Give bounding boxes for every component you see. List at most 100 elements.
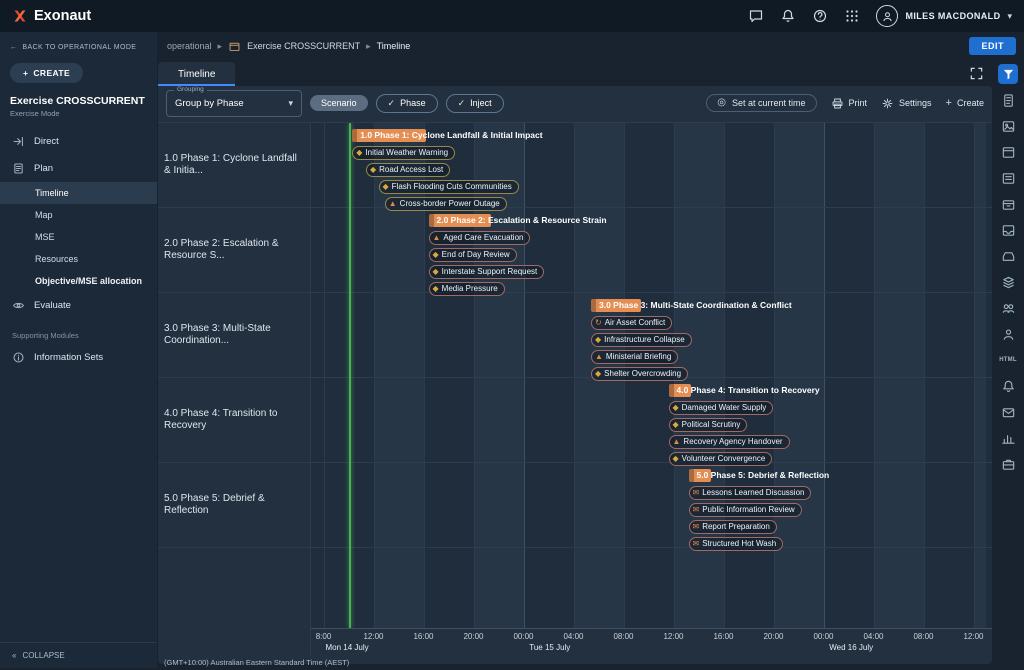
chevron-down-icon: ▾ bbox=[1007, 11, 1012, 22]
sidebar-item-objective-mse-allocation[interactable]: Objective/MSE allocation bbox=[0, 270, 157, 292]
inject-title: Shelter Overcrowding bbox=[604, 370, 681, 378]
exercise-box-icon bbox=[228, 40, 241, 53]
apps-grid-icon[interactable] bbox=[844, 8, 860, 24]
exercise-title: Exercise CROSSCURRENT bbox=[0, 85, 157, 107]
inject-chip[interactable]: ◆End of Day Review bbox=[429, 248, 517, 262]
sidebar-item-evaluate[interactable]: Evaluate bbox=[0, 292, 157, 319]
inject-chip[interactable]: ✉Lessons Learned Discussion bbox=[689, 486, 812, 500]
inject-chip[interactable]: ◆Political Scrutiny bbox=[669, 418, 748, 432]
inject-chip[interactable]: ↻Air Asset Conflict bbox=[591, 316, 672, 330]
user-menu[interactable]: MILES MACDONALD ▾ bbox=[876, 5, 1012, 27]
inject-chip[interactable]: ✉Public Information Review bbox=[689, 503, 802, 517]
breadcrumb-exercise[interactable]: Exercise CROSSCURRENT bbox=[247, 41, 360, 51]
grouping-select[interactable]: Grouping Group by Phase ▾ bbox=[166, 90, 302, 117]
sidebar-item-plan[interactable]: Plan bbox=[0, 155, 157, 182]
breadcrumb-operational[interactable]: operational bbox=[167, 41, 212, 51]
envelope-icon: ✉ bbox=[693, 540, 700, 548]
notifications-bell-icon[interactable] bbox=[780, 8, 796, 24]
inject-chip[interactable]: ▲Ministerial Briefing bbox=[591, 350, 678, 364]
sidebar-item-mse[interactable]: MSE bbox=[0, 226, 157, 248]
create-button[interactable]: + Create bbox=[946, 98, 984, 109]
sidebar-item-direct[interactable]: Direct bbox=[0, 128, 157, 155]
exercise-mode-label: Exercise Mode bbox=[0, 107, 157, 128]
inbox-icon[interactable] bbox=[998, 220, 1018, 240]
inject-label: Inject bbox=[470, 98, 492, 108]
gantt-plot[interactable]: 1.0 Phase 1: Cyclone Landfall & Initial … bbox=[311, 123, 992, 628]
card-icon[interactable] bbox=[998, 168, 1018, 188]
inject-chip[interactable]: ✉Structured Hot Wash bbox=[689, 537, 784, 551]
phase-row-label: 2.0 Phase 2: Escalation & Resource S... bbox=[158, 208, 310, 293]
inject-chip[interactable]: ◆Flash Flooding Cuts Communities bbox=[379, 180, 519, 194]
inject-chip[interactable]: ▲Cross-border Power Outage bbox=[385, 197, 507, 211]
phase-bar-handle bbox=[591, 299, 596, 312]
diamond-icon: ◆ bbox=[356, 149, 362, 157]
image-icon[interactable] bbox=[998, 116, 1018, 136]
sidebar-create-button[interactable]: + CREATE bbox=[10, 63, 83, 83]
sidebar: ← BACK TO OPERATIONAL MODE + CREATE Exer… bbox=[0, 32, 157, 668]
grid-line bbox=[924, 123, 925, 628]
phase-bar-handle bbox=[689, 469, 694, 482]
frame-icon[interactable] bbox=[998, 142, 1018, 162]
html-icon[interactable]: HTML bbox=[998, 350, 1018, 370]
bell-icon[interactable] bbox=[998, 376, 1018, 396]
inject-chip[interactable]: ▲Aged Care Evacuation bbox=[429, 231, 531, 245]
phase-label: Phase bbox=[400, 98, 426, 108]
chat-icon[interactable] bbox=[748, 8, 764, 24]
inject-chip[interactable]: ◆Damaged Water Supply bbox=[669, 401, 774, 415]
inject-title: Recovery Agency Handover bbox=[683, 438, 782, 446]
help-icon[interactable] bbox=[812, 8, 828, 24]
grid-line bbox=[774, 123, 775, 628]
chart-icon[interactable] bbox=[998, 428, 1018, 448]
sidebar-collapse-button[interactable]: « COLLAPSE bbox=[0, 642, 157, 668]
set-at-current-time-button[interactable]: ◎ Set at current time bbox=[706, 94, 816, 112]
inject-chip[interactable]: ◆Interstate Support Request bbox=[429, 265, 545, 279]
phase-bar-handle bbox=[429, 214, 434, 227]
inject-chip[interactable]: ✉Report Preparation bbox=[689, 520, 777, 534]
inject-title: Political Scrutiny bbox=[682, 421, 741, 429]
phase-row-labels: 1.0 Phase 1: Cyclone Landfall & Initia..… bbox=[158, 123, 311, 655]
inject-title: Interstate Support Request bbox=[442, 268, 538, 276]
edit-button[interactable]: EDIT bbox=[969, 37, 1016, 55]
filter-icon[interactable] bbox=[998, 64, 1018, 84]
inject-chip[interactable]: ◆Infrastructure Collapse bbox=[591, 333, 692, 347]
inject-chip[interactable]: ◆Initial Weather Warning bbox=[352, 146, 455, 160]
settings-button[interactable]: Settings bbox=[881, 97, 932, 110]
inject-chip[interactable]: ◆Road Access Lost bbox=[366, 163, 450, 177]
tray-icon[interactable] bbox=[998, 246, 1018, 266]
sidebar-item-map[interactable]: Map bbox=[0, 204, 157, 226]
phase-filter-chip[interactable]: ✓ Phase bbox=[376, 94, 438, 113]
fit-to-screen-icon[interactable] bbox=[969, 66, 984, 81]
group-icon[interactable] bbox=[998, 324, 1018, 344]
scenario-filter-chip[interactable]: Scenario bbox=[310, 95, 368, 111]
inject-chip[interactable]: ◆Shelter Overcrowding bbox=[591, 367, 688, 381]
stack-icon[interactable] bbox=[998, 272, 1018, 292]
tab-timeline[interactable]: Timeline bbox=[158, 62, 235, 86]
breadcrumb: operational ▸ Exercise CROSSCURRENT ▸ Ti… bbox=[157, 32, 1024, 60]
day-boundary-line bbox=[824, 123, 825, 628]
timeline-stripe bbox=[524, 123, 574, 628]
phase-row-label: 5.0 Phase 5: Debrief & Reflection bbox=[158, 463, 310, 548]
timeline-toolbar: Grouping Group by Phase ▾ Scenario ✓ Pha… bbox=[158, 86, 992, 120]
team-icon[interactable] bbox=[998, 298, 1018, 318]
back-to-operational-link[interactable]: ← BACK TO OPERATIONAL MODE bbox=[0, 38, 157, 57]
inject-chip[interactable]: ▲Recovery Agency Handover bbox=[669, 435, 790, 449]
information-sets-label: Information Sets bbox=[34, 352, 103, 363]
archive-icon[interactable] bbox=[998, 194, 1018, 214]
sidebar-item-information-sets[interactable]: Information Sets bbox=[0, 344, 157, 371]
mail-icon[interactable] bbox=[998, 402, 1018, 422]
envelope-icon: ✉ bbox=[693, 489, 700, 497]
briefcase-icon[interactable] bbox=[998, 454, 1018, 474]
inject-title: Structured Hot Wash bbox=[702, 540, 776, 548]
sidebar-item-timeline[interactable]: Timeline bbox=[0, 182, 157, 204]
inject-title: Road Access Lost bbox=[379, 166, 443, 174]
diamond-icon: ◆ bbox=[383, 183, 389, 191]
inject-filter-chip[interactable]: ✓ Inject bbox=[446, 94, 504, 113]
sidebar-item-resources[interactable]: Resources bbox=[0, 248, 157, 270]
document-icon[interactable] bbox=[998, 90, 1018, 110]
scenario-label: Scenario bbox=[321, 98, 357, 108]
inject-chip[interactable]: ◆Media Pressure bbox=[429, 282, 505, 296]
diamond-icon: ◆ bbox=[370, 166, 376, 174]
print-button[interactable]: Print bbox=[831, 97, 868, 110]
inject-chip[interactable]: ◆Volunteer Convergence bbox=[669, 452, 773, 466]
brand[interactable]: Exonaut bbox=[12, 8, 91, 24]
